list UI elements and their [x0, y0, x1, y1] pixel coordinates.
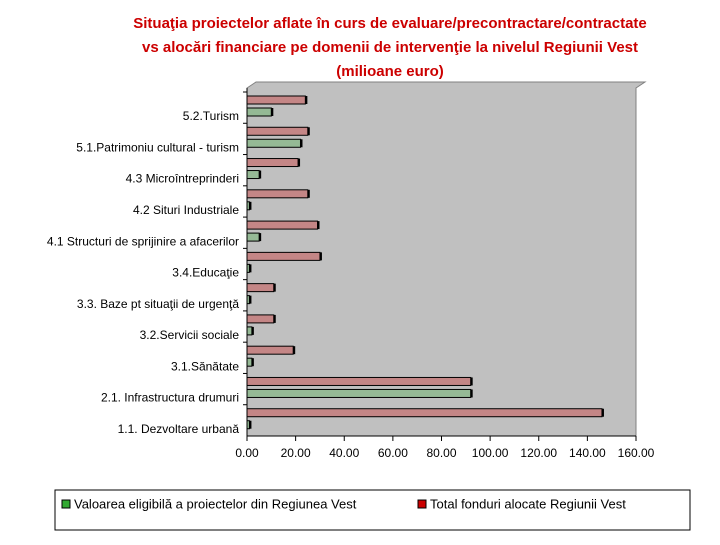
bar-side	[249, 420, 252, 429]
y-tick-label: 3.2.Servicii sociale	[140, 328, 240, 342]
bar	[246, 170, 260, 180]
bar-side	[307, 127, 310, 136]
bar	[246, 326, 253, 336]
x-tick-label: 100.00	[472, 446, 509, 460]
bar-side	[470, 377, 473, 386]
bar-side	[317, 221, 320, 230]
y-tick-label: 2.1. Infrastructura drumuri	[101, 391, 239, 405]
bar	[246, 388, 472, 398]
legend-swatch	[61, 499, 71, 509]
bar-side	[307, 189, 310, 198]
bar	[246, 314, 275, 324]
bar	[246, 263, 250, 273]
y-tick-label: 3.1.Sănătate	[171, 359, 239, 373]
bar	[246, 189, 309, 199]
bar	[246, 420, 250, 430]
x-tick-label: 80.00	[426, 446, 456, 460]
bar	[246, 220, 319, 230]
legend-label: Total fonduri alocate Regiunii Vest	[430, 496, 626, 511]
bar-side	[470, 389, 473, 398]
bar	[246, 345, 294, 355]
chart-title: Situaţia proiectelor aflate în curs de e…	[133, 15, 647, 32]
bar	[246, 357, 253, 367]
y-tick-label: 4.2 Situri Industriale	[133, 203, 239, 217]
bar	[246, 283, 275, 293]
bar-side	[273, 283, 276, 292]
bar	[246, 295, 250, 305]
y-tick-label: 5.2.Turism	[183, 109, 239, 123]
x-tick-label: 140.00	[569, 446, 606, 460]
x-tick-label: 60.00	[378, 446, 408, 460]
bar	[246, 201, 250, 211]
bar-side	[259, 170, 262, 179]
y-tick-label: 3.4.Educaţie	[172, 266, 239, 280]
y-tick-label: 1.1. Dezvoltare urbană	[118, 422, 240, 436]
bar-side	[249, 201, 252, 210]
bar-side	[273, 314, 276, 323]
x-tick-label: 20.00	[281, 446, 311, 460]
bar-side	[293, 346, 296, 355]
bar	[246, 126, 309, 136]
x-tick-label: 0.00	[235, 446, 259, 460]
bar-side	[319, 252, 322, 261]
chart-title: (milioane euro)	[336, 63, 444, 80]
y-tick-label: 4.3 Microîntreprinderi	[126, 172, 239, 186]
bar-side	[251, 326, 254, 335]
bar-side	[305, 96, 308, 104]
chart-title: vs alocări financiare pe domenii de inte…	[142, 39, 638, 56]
legend	[54, 489, 691, 531]
bar	[246, 232, 260, 242]
bar	[246, 408, 603, 418]
bar-side	[249, 264, 252, 273]
legend-swatch	[417, 499, 427, 509]
bar	[246, 95, 306, 105]
bar	[246, 158, 299, 168]
bar-side	[251, 358, 254, 367]
bar-side	[300, 139, 303, 148]
legend-label: Valoarea eligibilă a proiectelor din Reg…	[74, 496, 357, 511]
bar-side	[271, 108, 274, 116]
y-tick-label: 4.1 Structuri de sprijinire a afacerilor	[47, 234, 239, 248]
bar	[246, 107, 272, 117]
bar	[246, 138, 301, 148]
y-tick-label: 3.3. Baze pt situaţii de urgenţă	[77, 297, 239, 311]
y-tick-label: 5.1.Patrimoniu cultural - turism	[76, 140, 239, 154]
bar	[246, 251, 321, 261]
bar-side	[601, 408, 604, 417]
bar	[246, 376, 472, 386]
x-tick-label: 160.00	[618, 446, 655, 460]
bar-side	[298, 158, 301, 167]
bar-side	[249, 295, 252, 304]
x-tick-label: 40.00	[329, 446, 359, 460]
x-tick-label: 120.00	[520, 446, 557, 460]
bar-side	[259, 233, 262, 242]
